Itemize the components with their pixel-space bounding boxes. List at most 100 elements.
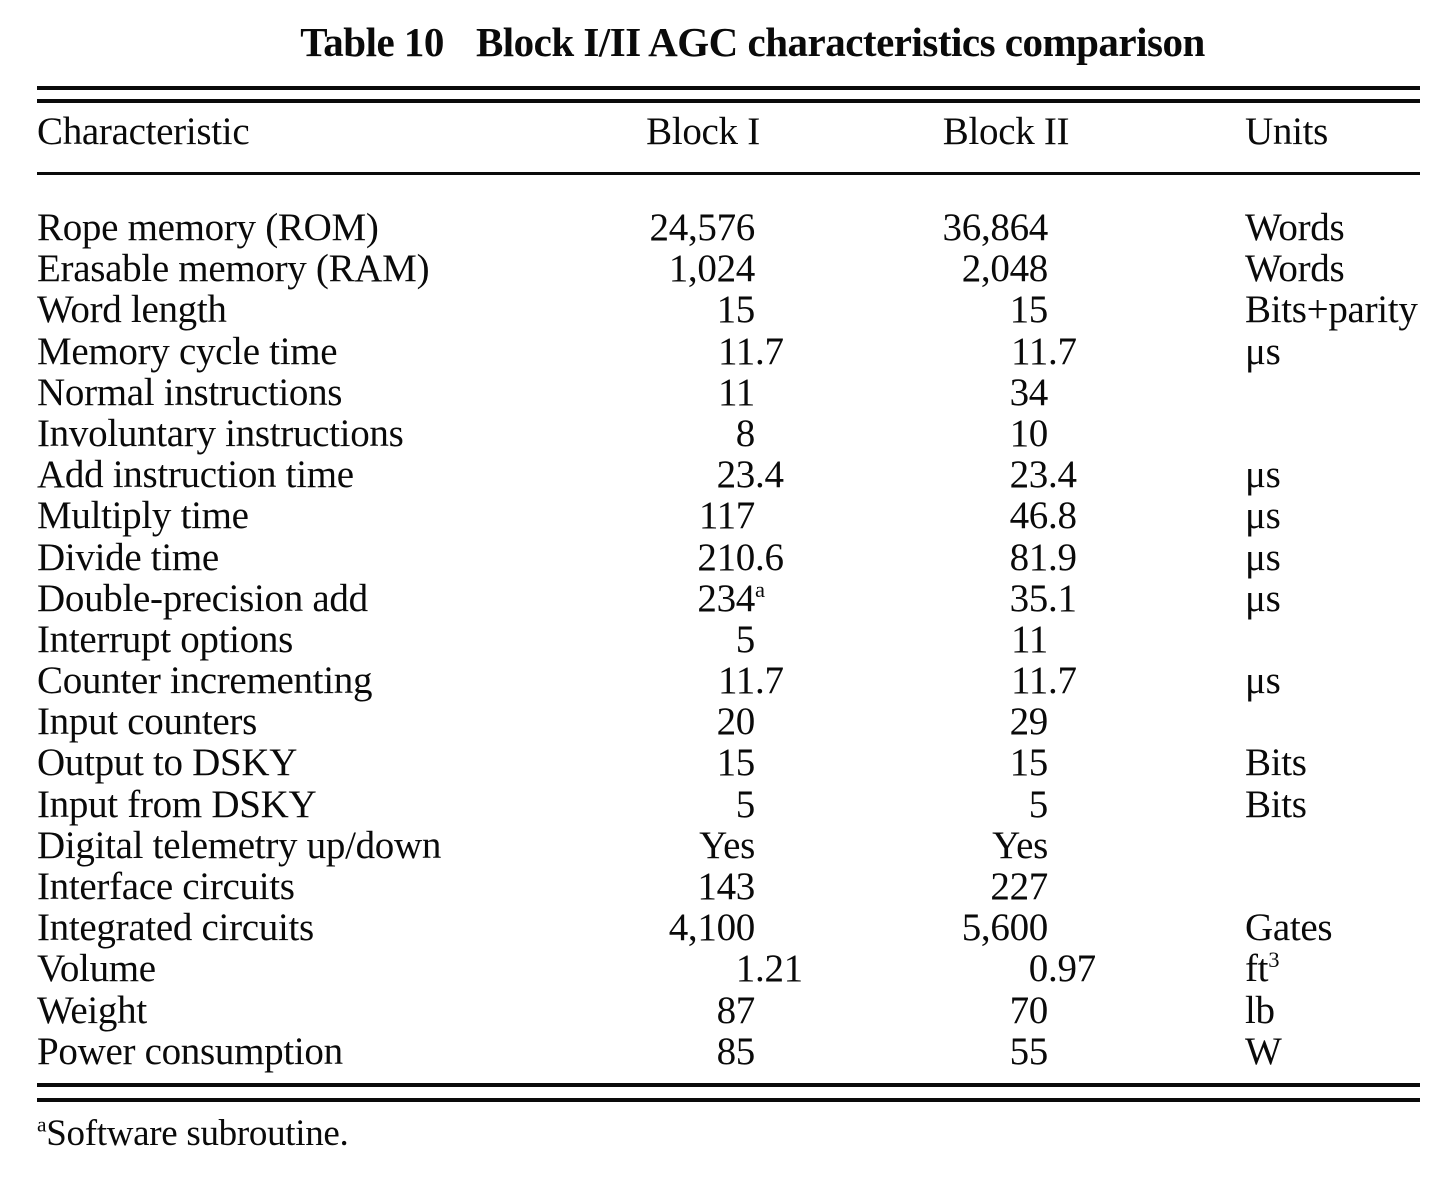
block2-value-tail [1048,701,1098,742]
block2-value-tail: .1 [1048,578,1098,619]
row-label: Input from DSKY [37,782,317,826]
block2-value-fraction: .9 [1048,535,1077,579]
block1-value-tail: .7 [755,660,805,701]
block2-value-tail [1048,619,1098,660]
block2-value-integer: 5,600 [961,906,1049,950]
top-rule-upper [37,86,1420,90]
block2-value-fraction: .8 [1048,494,1077,538]
block1-value-tail [755,784,805,825]
block1-value-tail [755,248,805,289]
block1-value-tail [755,907,805,948]
row-label: Word length [37,288,227,332]
row-unit: μs [1098,578,1420,619]
block1-value-tail [755,742,805,783]
block1-value-tail [755,372,805,413]
row-label: Interrupt options [37,617,293,661]
table-row: Digital telemetry up/down Yes Yes [37,825,1420,866]
table-row: Rope memory (ROM) 24,576 36,864 Words [37,207,1420,248]
row-label: Double-precision add [37,576,368,620]
block1-value-integer: 210 [697,535,755,579]
block1-value-integer: 8 [735,411,756,455]
block1-value-fraction: .7 [755,659,784,703]
block1-value-integer: 11 [718,329,755,373]
unit-text: W [1245,1029,1282,1073]
footnote-text: Software subroutine. [46,1113,349,1154]
row-unit: Bits+parity [1098,289,1420,330]
block2-value-integer: 15 [1009,741,1049,785]
row-label: Digital telemetry up/down [37,823,442,867]
block2-value-integer: 29 [1009,700,1049,744]
bottom-rule-lower [37,1098,1420,1102]
row-unit: lb [1098,989,1420,1031]
table-header-row: Characteristic Block I Block II Units [0,108,1450,156]
unit-text: Bits [1245,782,1307,826]
unit-text: Words [1245,247,1345,291]
header-characteristic: Characteristic [37,110,250,153]
block2-value-tail: .9 [1048,535,1098,579]
block2-value-tail: .7 [1048,330,1098,372]
block2-value-fraction: .7 [1048,659,1077,703]
row-label: Add instruction time [37,453,354,497]
unit-text: μs [1245,535,1281,579]
block1-value-integer: 85 [716,1029,756,1073]
header-block1: Block I [646,110,760,153]
block2-value-fraction: .1 [1048,576,1077,620]
row-unit: μs [1098,660,1420,701]
block1-footnote-marker: a [755,576,765,602]
unit-text: ft [1245,947,1269,991]
block1-value-fraction: .7 [755,329,784,373]
block1-value-tail [755,413,805,454]
row-unit: Words [1098,248,1420,289]
block1-value-tail: .7 [755,329,805,373]
table-row: Power consumption 85 55 W [37,1031,1420,1072]
block2-value-tail: .4 [1048,454,1098,495]
unit-text: μs [1245,659,1281,703]
block2-value-integer: 5 [1028,782,1049,826]
block1-value-integer: 5 [735,617,756,661]
block2-value-integer: 15 [1009,288,1049,332]
table-title: Table 10 Block I/II AGC characteristics c… [0,18,1450,66]
table-row: Multiply time 117 46 .8 μs [37,495,1420,536]
block1-value-tail [755,495,805,536]
block1-value-tail: .21 [755,948,805,989]
row-label: Erasable memory (RAM) [37,247,430,291]
block2-value-tail [1048,1031,1098,1072]
block2-value-integer: 11 [1011,329,1048,373]
block2-value-tail [1048,866,1098,907]
table-row: Word length 15 15 Bits+parity [37,289,1420,330]
block2-value-integer: 46 [1009,494,1049,538]
row-label: Memory cycle time [37,329,338,373]
block2-value-integer: 55 [1009,1029,1049,1073]
block2-value-integer: 11 [1011,659,1048,703]
row-label: Output to DSKY [37,741,298,785]
table-row: Add instruction time 23 .4 23 .4 μs [37,454,1420,495]
block2-value-fraction: .97 [1048,947,1096,991]
block1-value-fraction: .21 [755,947,803,991]
row-label: Interface circuits [37,865,295,908]
row-unit: μs [1098,535,1420,579]
row-label: Input counters [37,700,257,744]
table-row: Counter incrementing 11 .7 11 .7 μs [37,660,1420,701]
table-row: Weight 87 70 lb [37,988,1420,1032]
unit-text: μs [1245,576,1281,620]
table-row: Interface circuits 143 227 [37,866,1420,907]
block1-value-integer: 11 [718,370,755,414]
table-row: Divide time 210 .6 81 .9 μs [37,535,1420,579]
row-unit: Bits [1098,784,1420,825]
table-row: Output to DSKY 15 15 Bits [37,742,1420,783]
block2-value-tail [1048,784,1098,825]
row-unit: Words [1098,207,1420,248]
block2-value-integer: 23 [1009,453,1049,497]
block2-value-integer: 70 [1009,988,1049,1032]
row-label: Power consumption [37,1029,343,1073]
block2-value-tail: .8 [1048,495,1098,536]
block1-value-integer: 143 [697,865,755,908]
table-row: Input from DSKY 5 5 Bits [37,782,1420,826]
row-label: Volume [37,947,156,991]
row-label: Involuntary instructions [37,411,404,455]
block1-value-integer: 4,100 [668,906,756,950]
block1-value-tail [755,207,805,248]
row-unit [1098,619,1420,660]
block2-value-tail [1048,825,1098,866]
